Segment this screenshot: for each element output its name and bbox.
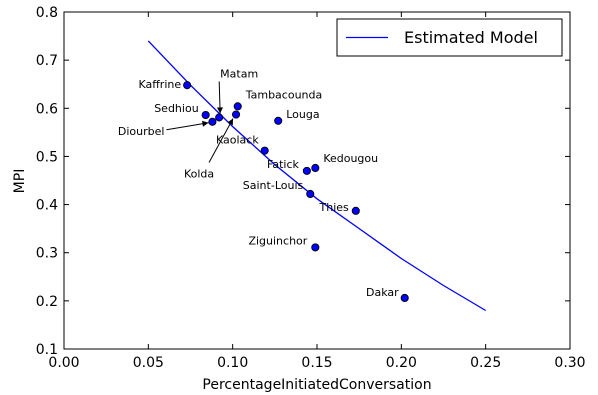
axis-ticks [63, 11, 571, 350]
y-tick-label-6: 0.7 [36, 53, 58, 69]
x-tick-label-5: 0.25 [470, 355, 501, 371]
y-tick-label-4: 0.5 [36, 149, 58, 165]
x-axis-label: PercentageInitiatedConversation [202, 377, 431, 393]
x-tick-label-3: 0.15 [301, 355, 332, 371]
point-sedhiou [201, 110, 210, 120]
point-ziguinchor [311, 243, 320, 252]
label-saint-louis: Saint-Louis [243, 179, 304, 192]
label-kaolack: Kaolack [216, 134, 259, 147]
arrow-diourbel-head [202, 120, 209, 127]
point-labels: Kaffrine Sedhiou Matam Diourbel Kolda Tambaco… [118, 67, 399, 299]
label-sedhiou: Sedhiou [154, 102, 198, 115]
x-tick-label-1: 0.05 [133, 355, 164, 371]
label-kolda: Kolda [184, 168, 214, 181]
point-kaolack [260, 146, 269, 155]
legend-label: Estimated Model [404, 28, 538, 47]
legend: Estimated Model [336, 18, 563, 57]
point-tambacounda [233, 102, 242, 111]
y-tick-label-7: 0.8 [36, 5, 58, 21]
label-fatick: Fatick [267, 158, 299, 171]
model-line [147, 40, 487, 312]
label-dakar: Dakar [366, 286, 399, 299]
arrow-matam-head [216, 107, 223, 114]
point-matam [215, 113, 224, 122]
point-dakar [400, 293, 409, 303]
point-fatick [302, 166, 311, 175]
arrow-diourbel [166, 122, 209, 131]
label-tambacounda: Tambacounda [245, 88, 323, 101]
point-kaffrine [183, 81, 192, 90]
arrow-kolda-head [227, 118, 234, 126]
x-tick-label-2: 0.10 [217, 355, 248, 371]
label-diourbel: Diourbel [118, 125, 165, 138]
plot-area [63, 11, 571, 350]
label-matam: Matam [220, 67, 258, 80]
y-tick-label-3: 0.4 [36, 198, 58, 214]
label-louga: Louga [286, 108, 319, 121]
point-louga [274, 116, 283, 125]
point-kedougou [311, 163, 320, 173]
point-diourbel [208, 117, 217, 126]
point-thies [351, 206, 360, 215]
annotation-arrows [166, 81, 234, 163]
y-tick-label-0: 0.1 [36, 342, 58, 358]
label-kedougou: Kedougou [323, 152, 378, 165]
data-points [183, 81, 409, 303]
x-tick-label-0: 0.00 [48, 355, 79, 371]
x-tick-label-4: 0.20 [386, 355, 417, 371]
y-axis-label: MPI [12, 169, 28, 194]
axis-tick-labels: 0.00 0.05 0.10 0.15 0.20 0.25 0.30 0.1 0.2 0.3 0.4… [36, 5, 586, 371]
arrow-kolda [208, 118, 234, 163]
point-saint-louis [306, 189, 315, 199]
y-tick-label-5: 0.6 [36, 101, 58, 117]
label-thies: Thies [319, 201, 350, 214]
y-tick-label-2: 0.3 [36, 246, 58, 262]
label-ziguinchor: Ziguinchor [248, 234, 307, 247]
point-kolda [231, 110, 241, 119]
x-tick-label-6: 0.30 [554, 355, 585, 371]
label-kaffrine: Kaffrine [138, 78, 181, 91]
y-tick-label-1: 0.2 [36, 294, 58, 310]
